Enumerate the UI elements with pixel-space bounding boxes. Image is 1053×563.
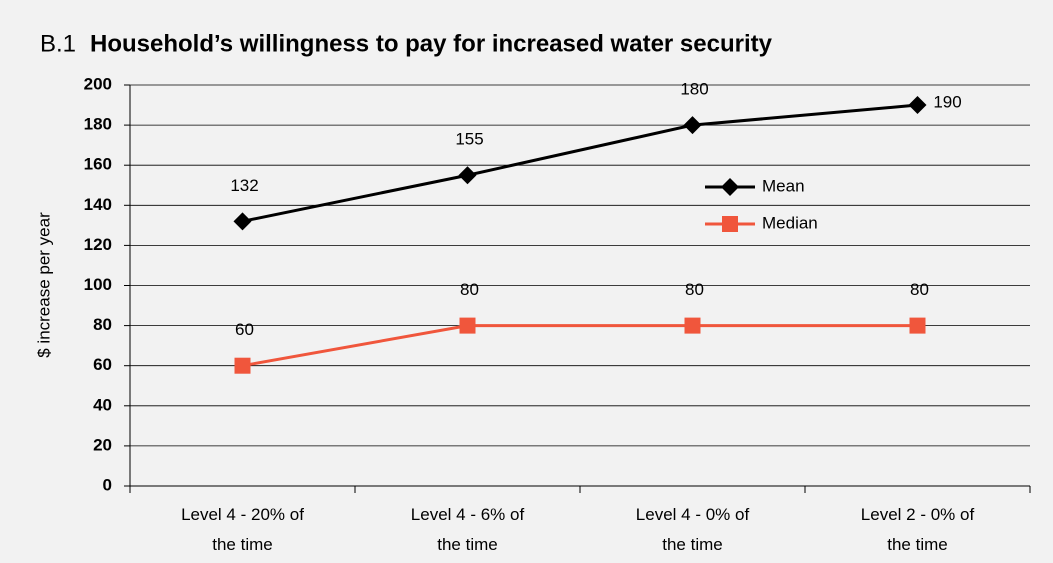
series-line	[242, 324, 918, 368]
series-line	[242, 103, 918, 223]
marker	[683, 116, 702, 135]
y-axis-label: $ increase per year	[34, 212, 53, 358]
x-tick-label: Level 4 - 6% of the time	[411, 505, 525, 554]
data-label: 80	[910, 280, 929, 299]
marker	[458, 166, 477, 185]
data-label: 132	[230, 176, 258, 195]
marker	[234, 357, 251, 374]
y-tick-label: 0	[103, 475, 112, 494]
marker	[722, 216, 738, 232]
data-label: 180	[680, 80, 708, 99]
x-tick-label: Level 4 - 0% of the time	[636, 505, 750, 554]
y-tick-label: 140	[84, 195, 112, 214]
y-tick-label: 40	[93, 395, 112, 414]
legend-label: Median	[762, 213, 818, 232]
chart-title: Household’s willingness to pay for incre…	[90, 30, 773, 57]
data-label: 80	[685, 280, 704, 299]
marker	[233, 212, 252, 231]
marker	[909, 317, 926, 334]
y-tick-label: 100	[84, 275, 112, 294]
x-tick-label: Level 4 - 20% of the time	[181, 505, 304, 554]
x-tick-label: Level 2 - 0% of the time	[861, 505, 975, 554]
y-tick-label: 160	[84, 155, 112, 174]
data-label: 80	[460, 280, 479, 299]
y-tick-label: 60	[93, 355, 112, 374]
y-tick-label: 120	[84, 235, 112, 254]
data-label: 60	[235, 320, 254, 339]
marker	[908, 96, 927, 115]
marker	[684, 317, 701, 334]
marker	[721, 178, 739, 196]
y-tick-label: 180	[84, 115, 112, 134]
data-label: 155	[455, 130, 483, 149]
title-prefix: B.1	[40, 30, 76, 57]
legend-label: Mean	[762, 176, 805, 195]
y-tick-label: 200	[84, 74, 112, 93]
y-tick-label: 20	[93, 435, 112, 454]
y-tick-label: 80	[93, 315, 112, 334]
data-label: 190	[933, 93, 961, 112]
marker	[459, 317, 476, 334]
